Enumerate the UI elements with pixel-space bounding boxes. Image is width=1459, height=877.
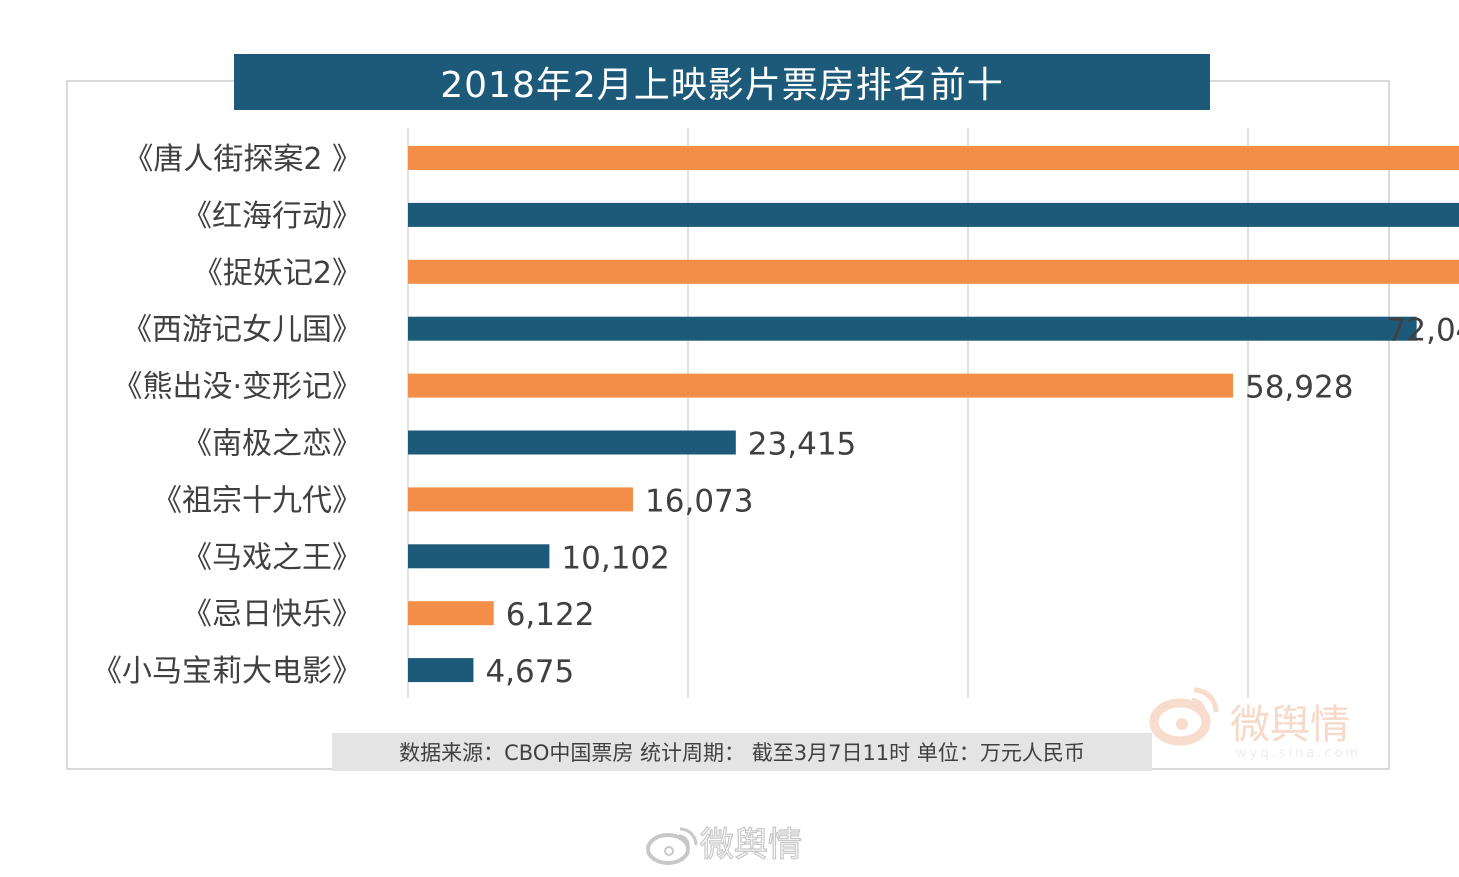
- chart-frame: [66, 80, 1390, 770]
- data-label: 23,415: [748, 427, 856, 463]
- data-label: 16,073: [645, 483, 753, 519]
- bar: [408, 316, 1417, 341]
- category-label: 《捉妖记2》: [193, 256, 362, 291]
- weibo-watermark: 微舆情 wyq.sina.com: [1149, 687, 1361, 761]
- data-label: 58,928: [1245, 370, 1353, 406]
- bar: [408, 601, 494, 626]
- bottom-watermark-text: 微舆情: [700, 825, 802, 865]
- category-label: 《马戏之王》: [182, 540, 362, 575]
- category-label: 《忌日快乐》: [182, 597, 362, 632]
- data-label: 10,102: [561, 540, 669, 576]
- weibo-logo-icon: [646, 827, 698, 865]
- category-label: 《熊出没·变形记》: [112, 370, 362, 405]
- bar: [408, 658, 474, 683]
- category-label: 《南极之恋》: [182, 427, 362, 462]
- bar: [408, 544, 550, 569]
- watermark-url: wyq.sina.com: [1236, 746, 1361, 761]
- bottom-watermark: 微舆情: [646, 824, 803, 866]
- bar: [408, 487, 634, 512]
- bar: [408, 373, 1233, 398]
- bar: [408, 202, 1459, 227]
- category-label: 《小马宝莉大电影》: [92, 654, 362, 689]
- category-label: 《红海行动》: [182, 199, 362, 234]
- chart-title: 2018年2月上映影片票房排名前十: [234, 54, 1210, 110]
- data-label: 72,046: [1387, 313, 1459, 349]
- weibo-logo-icon: [1149, 687, 1219, 746]
- bar: [408, 430, 736, 455]
- bar: [408, 259, 1459, 284]
- category-label: 《祖宗十九代》: [152, 483, 362, 518]
- bar: [408, 146, 1459, 170]
- data-label: 6,122: [506, 597, 595, 633]
- source-note: 数据来源：CBO中国票房 统计周期： 截至3月7日11时 单位：万元人民币: [332, 733, 1152, 771]
- category-label: 《西游记女儿国》: [122, 313, 362, 348]
- data-label: 4,675: [485, 654, 574, 690]
- watermark-text: 微舆情: [1230, 702, 1350, 748]
- category-label: 《唐人街探案2 》: [123, 142, 362, 177]
